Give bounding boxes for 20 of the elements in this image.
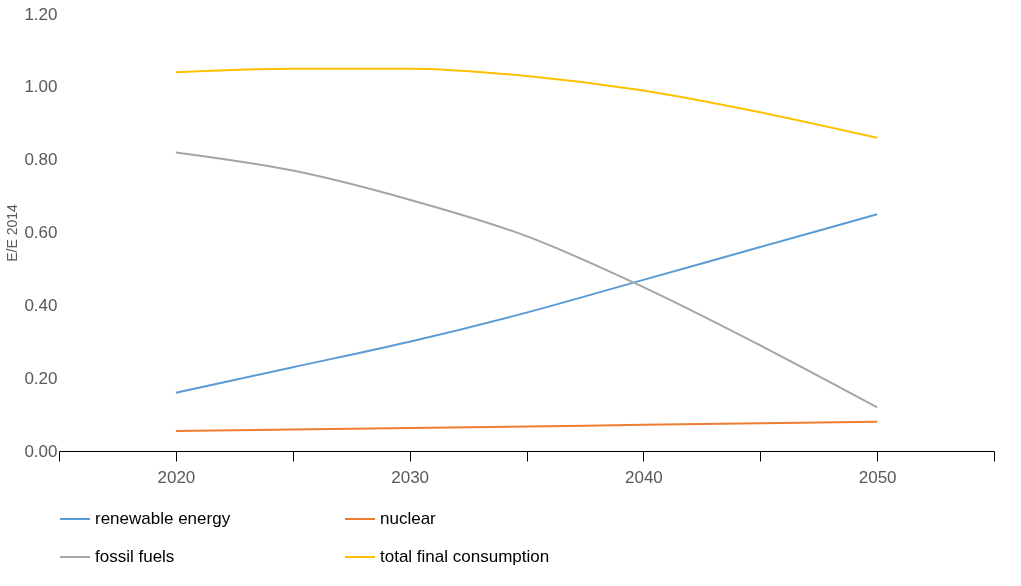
y-tick-label: 0.00 xyxy=(24,441,58,461)
line-series xyxy=(174,213,879,394)
x-tick-label: 2030 xyxy=(391,467,430,487)
legend-label: fossil fuels xyxy=(95,547,175,566)
legend-label: renewable energy xyxy=(95,509,231,528)
line-series xyxy=(174,151,879,409)
y-tick-label: 0.40 xyxy=(24,295,58,315)
line-series xyxy=(174,67,879,139)
legend-label: total final consumption xyxy=(380,547,550,566)
y-tick-label: 1.20 xyxy=(24,4,58,24)
y-tick-label: 0.60 xyxy=(24,223,58,242)
legend-label: nuclear xyxy=(380,509,437,528)
y-tick-label: 0.80 xyxy=(24,150,58,170)
x-tick-label: 2050 xyxy=(858,467,897,487)
y-axis-title: E/E 2014 xyxy=(4,203,21,262)
x-tick-label: 2040 xyxy=(624,467,663,487)
y-tick-label: 0.20 xyxy=(24,368,58,388)
y-tick-label: 1.00 xyxy=(24,77,58,97)
x-tick-label: 2020 xyxy=(157,467,196,487)
line-series xyxy=(174,420,879,432)
